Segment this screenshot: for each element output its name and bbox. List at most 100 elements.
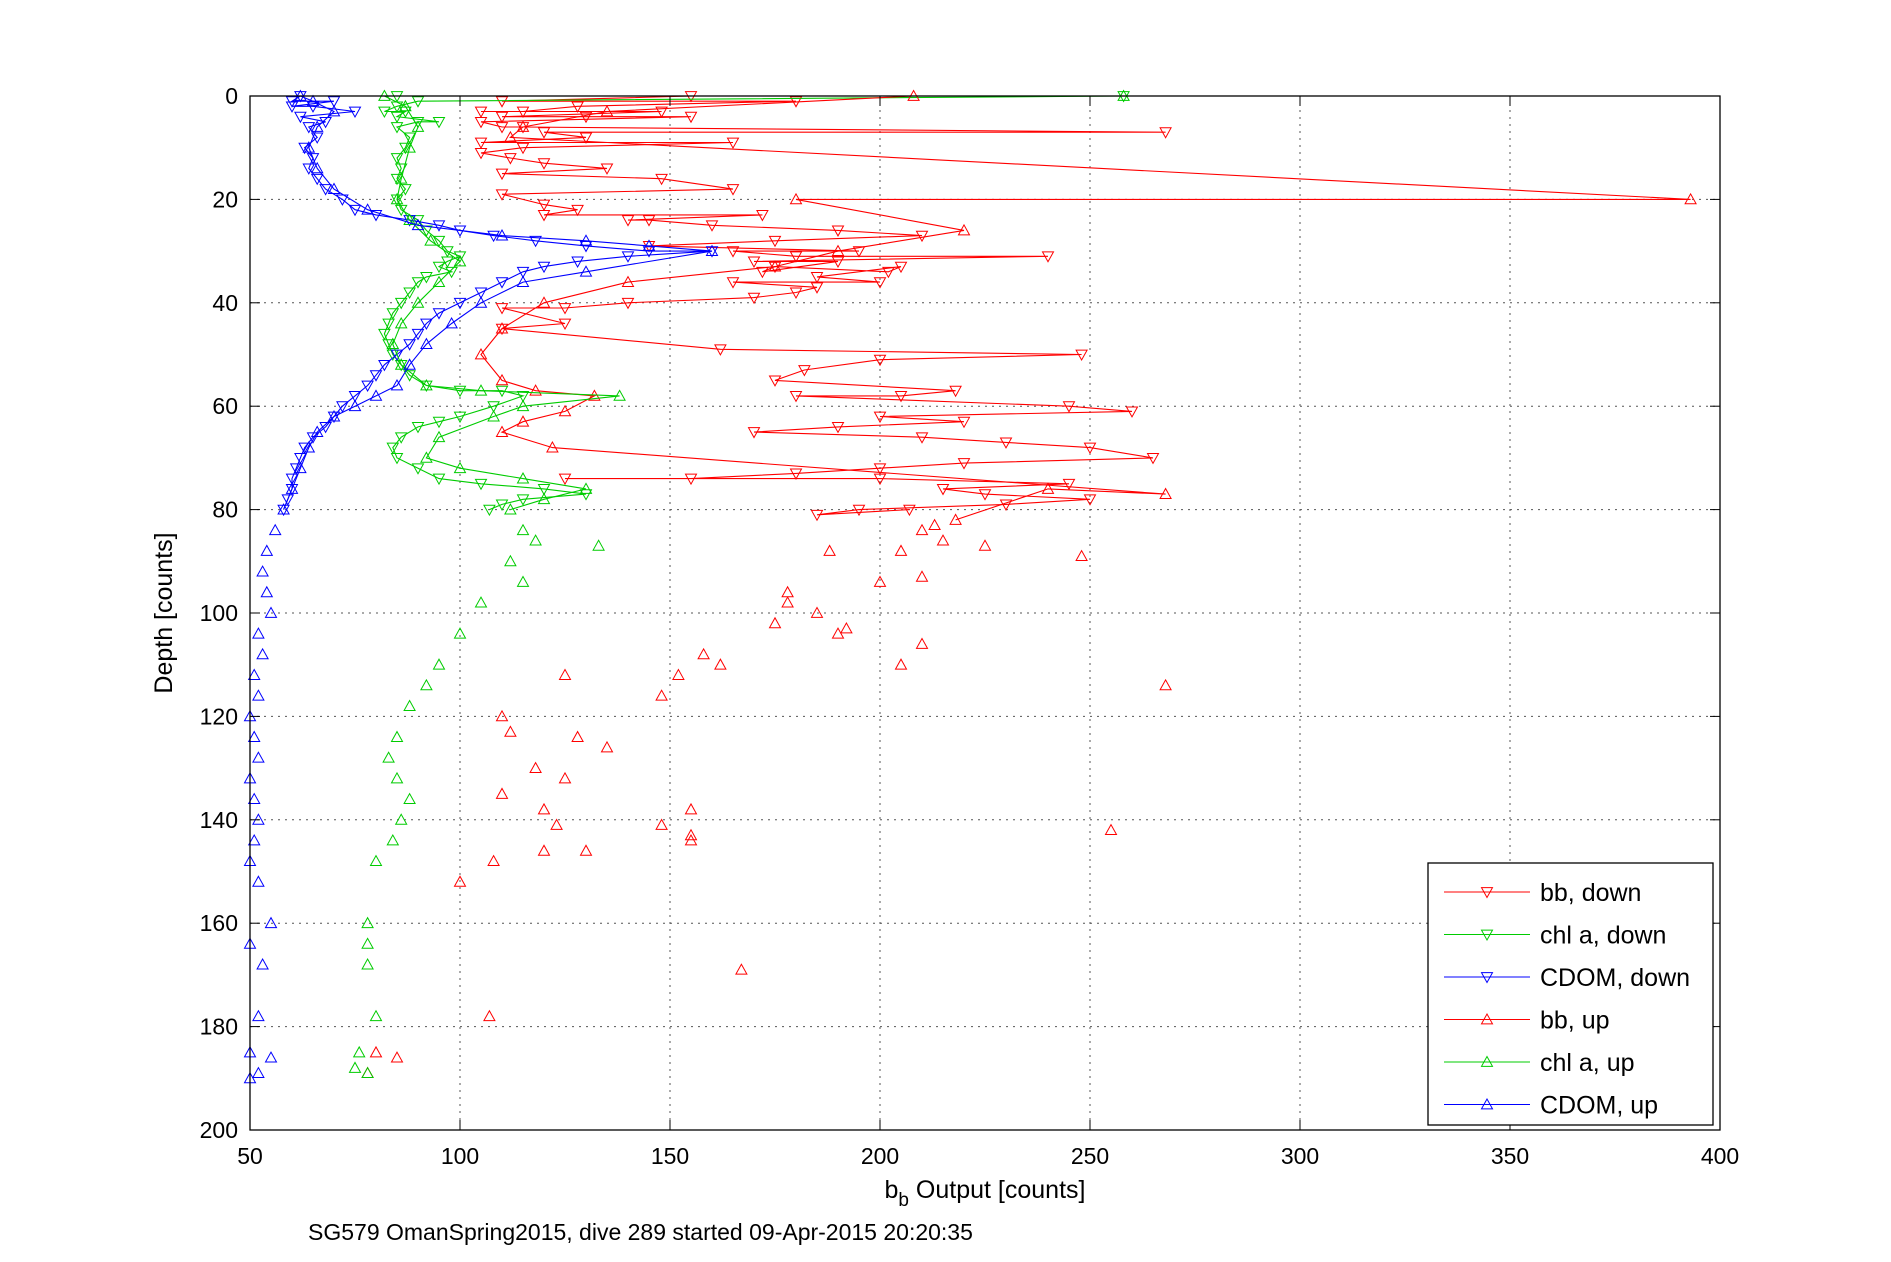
data-point <box>579 482 593 494</box>
y-tick-label: 60 <box>212 393 238 419</box>
data-point <box>495 425 509 437</box>
data-point <box>382 339 395 351</box>
data-point <box>537 802 551 815</box>
data-point <box>1125 406 1139 418</box>
data-point <box>999 437 1013 449</box>
data-point <box>453 254 467 267</box>
data-point <box>915 570 929 582</box>
data-point <box>298 142 311 155</box>
data-point <box>361 1066 374 1079</box>
legend-swatch-marker <box>1480 972 1494 984</box>
x-tick-label: 350 <box>1491 1143 1529 1169</box>
y-tick-label: 140 <box>200 807 238 833</box>
data-point <box>537 199 551 212</box>
data-point <box>579 844 593 856</box>
data-point <box>285 482 299 494</box>
data-point <box>726 277 740 289</box>
data-point <box>495 373 509 386</box>
data-point <box>537 158 551 170</box>
data-point <box>789 468 803 480</box>
data-point <box>487 230 500 243</box>
data-point <box>453 875 467 887</box>
data-point <box>1062 401 1076 413</box>
data-point <box>1684 192 1697 205</box>
data-point <box>260 544 274 556</box>
data-point <box>394 358 408 370</box>
data-point <box>310 161 324 174</box>
data-point <box>516 275 530 288</box>
data-point <box>873 575 887 587</box>
data-point <box>252 875 265 887</box>
y-tick-label: 120 <box>200 703 238 729</box>
data-point <box>403 358 416 370</box>
legend-swatch-marker <box>1480 1097 1494 1110</box>
data-point <box>915 637 929 649</box>
data-point <box>495 709 509 722</box>
data-point <box>789 192 803 205</box>
data-point <box>726 137 740 150</box>
data-point <box>361 203 374 215</box>
data-point <box>495 303 509 315</box>
legend-label: CDOM, down <box>1540 964 1690 992</box>
data-point <box>495 96 509 108</box>
data-point <box>579 489 593 501</box>
data-point <box>252 1009 265 1022</box>
data-point <box>453 297 467 310</box>
data-point <box>420 678 433 691</box>
data-point <box>495 787 509 799</box>
data-point <box>735 963 748 975</box>
series-line <box>283 95 713 510</box>
series-6 <box>243 89 719 1084</box>
data-point <box>432 235 446 248</box>
series-2 <box>378 91 1130 517</box>
data-point <box>571 101 584 113</box>
data-point <box>726 246 740 258</box>
data-point <box>432 220 446 232</box>
data-point <box>537 844 551 856</box>
x-tick-label: 100 <box>441 1143 479 1169</box>
data-point <box>474 137 488 150</box>
data-point <box>420 451 433 463</box>
x-tick-label: 150 <box>651 1143 689 1169</box>
data-point <box>474 478 488 491</box>
legend: bb, down chl a, down CDOM, down bb, up chl a… <box>1427 862 1714 1126</box>
legend-swatch-marker <box>1480 929 1494 942</box>
data-point <box>642 239 656 251</box>
data-point <box>252 813 265 825</box>
data-point <box>474 106 488 119</box>
data-point <box>516 575 530 587</box>
legend-label: chl a, up <box>1540 1049 1635 1077</box>
data-point <box>768 260 782 272</box>
data-point <box>453 461 467 474</box>
data-point <box>382 751 395 763</box>
data-point <box>810 606 824 618</box>
data-point <box>546 441 559 453</box>
data-point <box>252 1066 265 1079</box>
data-point <box>684 111 698 124</box>
data-point <box>285 101 299 113</box>
data-point <box>306 432 320 444</box>
data-point <box>399 99 412 112</box>
legend-entry: chl a, up <box>1444 1049 1635 1077</box>
data-point <box>432 430 446 443</box>
y-axis-label: Depth [counts] <box>150 532 178 693</box>
data-point <box>810 509 824 522</box>
data-point <box>726 184 740 196</box>
data-point <box>394 297 408 310</box>
data-point <box>504 130 517 143</box>
data-point <box>1159 487 1172 499</box>
data-point <box>504 725 517 737</box>
data-point <box>256 565 269 577</box>
legend-entry: bb, down <box>1444 879 1641 907</box>
legend-swatch-marker <box>1480 1055 1494 1067</box>
data-point <box>579 111 593 124</box>
data-point <box>348 399 362 412</box>
y-tick-label: 200 <box>200 1117 238 1143</box>
data-point <box>571 256 584 268</box>
data-point <box>558 668 572 680</box>
data-point <box>487 854 500 867</box>
data-point <box>252 689 265 701</box>
data-point <box>831 225 845 237</box>
x-axis-label-b: b <box>885 1176 899 1204</box>
data-point <box>579 234 593 246</box>
